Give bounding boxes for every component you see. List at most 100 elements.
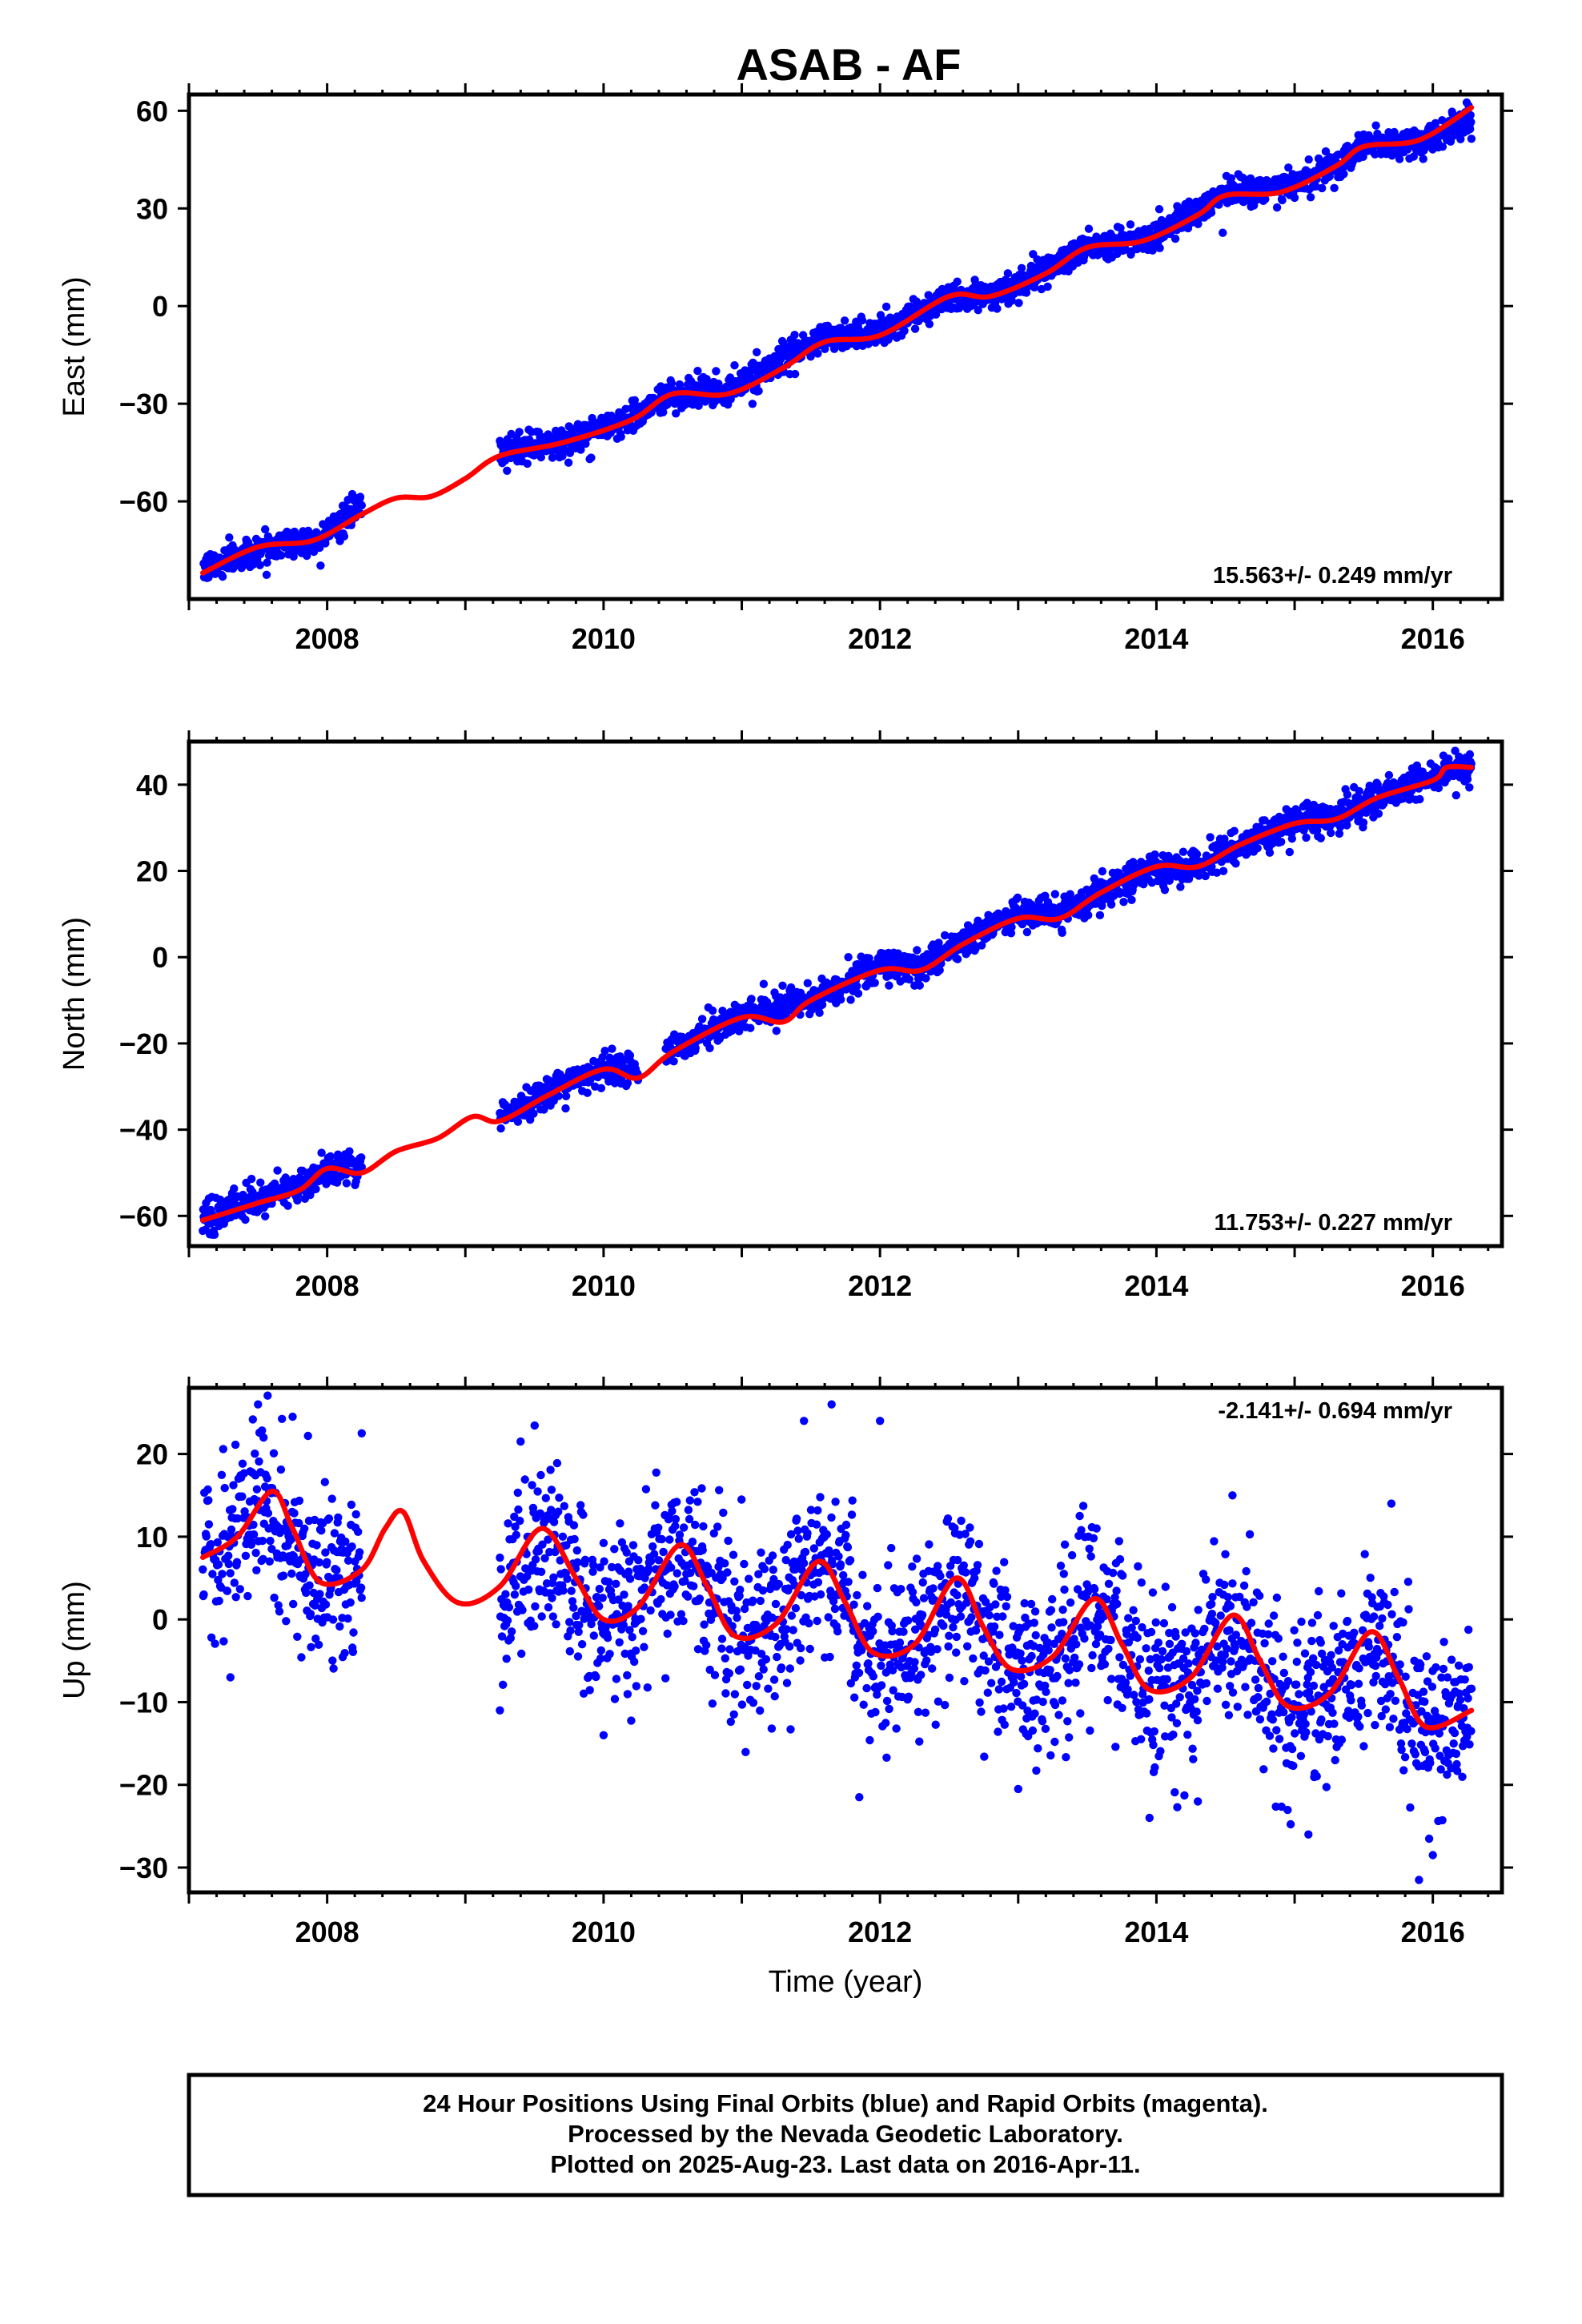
- up-point: [230, 1578, 239, 1587]
- north-point: [342, 1179, 351, 1188]
- north-point: [1013, 893, 1022, 903]
- north-point: [1119, 898, 1128, 907]
- up-point: [266, 1536, 275, 1546]
- north-point: [1415, 794, 1424, 804]
- up-point: [506, 1634, 515, 1642]
- up-point: [217, 1470, 227, 1480]
- east-point: [1155, 243, 1164, 252]
- east-point: [925, 320, 934, 328]
- up-point: [516, 1516, 524, 1526]
- up-point: [346, 1598, 355, 1607]
- north-point: [1287, 834, 1297, 843]
- up-point: [503, 1616, 512, 1625]
- north-point: [261, 1212, 270, 1221]
- up-point: [251, 1449, 259, 1458]
- east-y-tick-label: 30: [136, 192, 168, 225]
- east-point: [1250, 201, 1259, 210]
- north-point: [1343, 821, 1351, 830]
- up-point: [203, 1485, 212, 1494]
- up-point: [275, 1607, 284, 1616]
- up-point: [219, 1637, 228, 1646]
- up-point: [347, 1500, 356, 1510]
- east-point: [355, 493, 365, 501]
- north-point: [934, 939, 943, 947]
- up-point: [321, 1600, 331, 1609]
- east-point: [1467, 135, 1476, 143]
- east-point: [1325, 172, 1334, 181]
- up-point: [247, 1538, 256, 1546]
- east-point: [659, 408, 668, 416]
- east-point: [1431, 119, 1440, 127]
- up-point: [278, 1414, 287, 1424]
- east-y-ticks: [178, 109, 1513, 503]
- north-point: [870, 979, 879, 987]
- north-point: [786, 983, 796, 992]
- north-y-tick-label: −20: [119, 1027, 168, 1060]
- up-point: [290, 1509, 299, 1518]
- east-point: [672, 409, 681, 418]
- north-point: [1302, 833, 1311, 842]
- up-point: [274, 1601, 283, 1610]
- up-point: [504, 1519, 512, 1528]
- north-point: [1335, 829, 1344, 838]
- east-point: [1290, 193, 1299, 203]
- up-point: [510, 1590, 520, 1599]
- east-point: [1456, 135, 1465, 143]
- east-y-tick-label: −60: [119, 485, 168, 518]
- east-x-tick-label: 2008: [295, 622, 359, 655]
- up-point: [305, 1581, 314, 1590]
- east-point: [1133, 244, 1142, 254]
- up-point: [259, 1433, 268, 1442]
- north-point: [853, 989, 863, 998]
- north-point: [941, 931, 950, 940]
- east-point: [1207, 208, 1216, 217]
- north-point: [1206, 833, 1215, 842]
- north-model-line: [200, 763, 1475, 1223]
- north-point: [1230, 826, 1239, 835]
- east-point: [1126, 220, 1135, 229]
- east-point: [225, 533, 234, 542]
- north-point: [357, 1153, 366, 1162]
- up-point: [332, 1566, 341, 1574]
- east-rate-label: 15.563+/- 0.249 mm/yr: [1213, 563, 1452, 589]
- north-point: [1127, 895, 1136, 905]
- up-point: [357, 1594, 366, 1602]
- east-x-ticks: [187, 83, 1490, 610]
- up-point: [219, 1445, 227, 1454]
- north-point: [1434, 783, 1443, 793]
- east-x-tick-label: 2016: [1401, 622, 1465, 655]
- up-point: [224, 1551, 233, 1560]
- north-point: [953, 955, 962, 963]
- east-point: [748, 400, 757, 408]
- up-point: [243, 1591, 252, 1601]
- east-point: [693, 367, 702, 376]
- up-point: [276, 1465, 286, 1474]
- north-point: [529, 1109, 538, 1118]
- up-point: [208, 1570, 217, 1578]
- east-point: [1409, 152, 1419, 161]
- up-point: [321, 1548, 330, 1557]
- up-point: [232, 1558, 242, 1566]
- north-point: [1465, 783, 1474, 792]
- east-point: [1467, 118, 1476, 127]
- east-point: [255, 561, 264, 569]
- north-point: [1277, 838, 1286, 846]
- east-point: [900, 326, 909, 336]
- up-point: [501, 1590, 510, 1598]
- north-y-axis-label: North (mm): [58, 917, 91, 1071]
- up-point: [320, 1478, 329, 1486]
- east-point: [616, 432, 625, 441]
- north-points: [199, 746, 1476, 1240]
- up-point: [207, 1540, 215, 1549]
- north-point: [583, 1088, 592, 1097]
- north-point: [283, 1201, 292, 1210]
- east-point: [316, 561, 325, 570]
- up-point: [517, 1649, 526, 1659]
- north-point: [496, 1124, 505, 1133]
- north-point: [1355, 786, 1363, 796]
- up-point: [514, 1505, 523, 1514]
- east-point: [667, 379, 677, 388]
- north-point: [1106, 900, 1116, 909]
- north-point: [326, 1152, 335, 1161]
